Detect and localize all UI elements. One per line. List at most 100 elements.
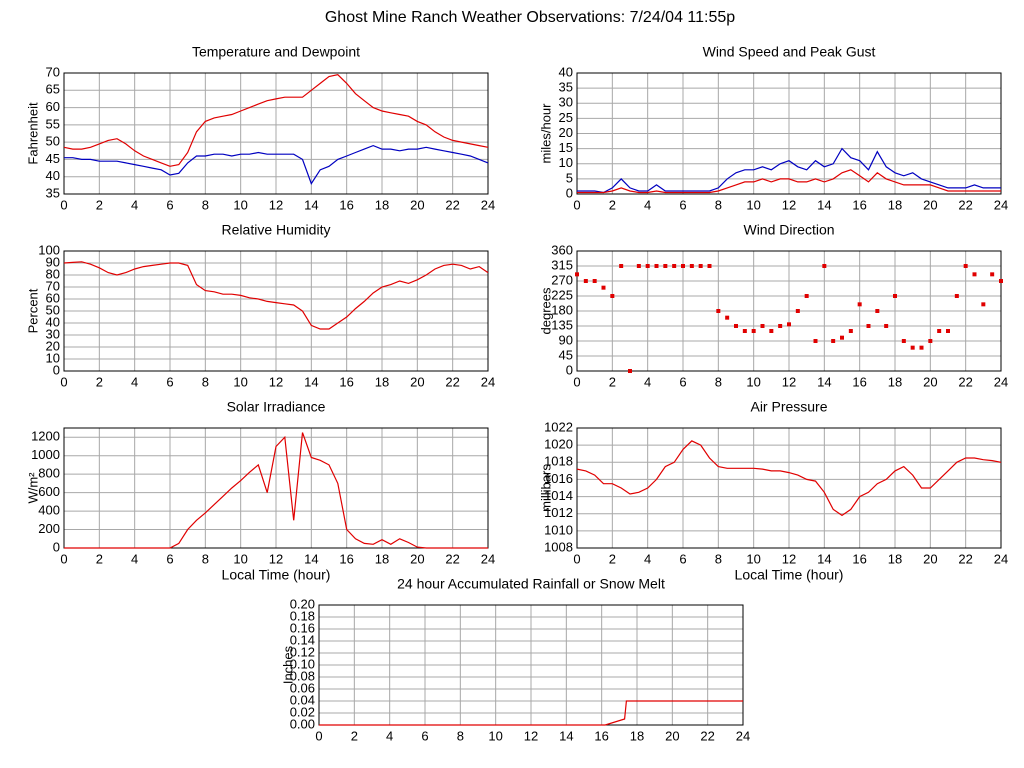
y-tick-label: 1018 bbox=[544, 454, 573, 469]
y-tick-label: 1000 bbox=[31, 447, 60, 462]
y-tick-label: 135 bbox=[551, 317, 573, 332]
point bbox=[963, 264, 968, 268]
x-tick-label: 12 bbox=[524, 728, 538, 743]
x-tick-label: 18 bbox=[630, 728, 644, 743]
page-title: Ghost Mine Ranch Weather Observations: 7… bbox=[325, 9, 735, 26]
y-tick-label: 20 bbox=[559, 125, 573, 140]
point bbox=[840, 335, 844, 340]
x-tick-label: 0 bbox=[60, 374, 67, 389]
point bbox=[901, 339, 906, 343]
series-line bbox=[577, 169, 1001, 194]
y-axis-label: Percent bbox=[25, 288, 40, 333]
x-tick-label: 14 bbox=[304, 374, 318, 389]
point bbox=[884, 324, 889, 328]
point bbox=[698, 264, 703, 268]
y-tick-label: 15 bbox=[559, 140, 573, 155]
x-tick-label: 12 bbox=[782, 374, 796, 389]
x-tick-label: 20 bbox=[665, 728, 679, 743]
x-tick-label: 22 bbox=[958, 197, 972, 212]
point bbox=[981, 302, 986, 307]
x-tick-label: 0 bbox=[60, 197, 67, 212]
point bbox=[716, 309, 721, 313]
x-tick-label: 14 bbox=[304, 551, 318, 566]
y-tick-label: 360 bbox=[551, 242, 573, 257]
x-tick-label: 2 bbox=[96, 551, 103, 566]
x-tick-label: 10 bbox=[488, 728, 502, 743]
point bbox=[707, 264, 712, 268]
point bbox=[990, 272, 995, 277]
y-tick-label: 0.14 bbox=[290, 632, 315, 647]
point bbox=[760, 324, 765, 328]
plot-frame bbox=[576, 72, 1002, 195]
x-tick-label: 20 bbox=[410, 374, 424, 389]
x-tick-label: 4 bbox=[131, 374, 138, 389]
x-tick-label: 14 bbox=[304, 197, 318, 212]
x-tick-label: 2 bbox=[351, 728, 358, 743]
point bbox=[654, 264, 659, 268]
y-tick-label: 80 bbox=[46, 266, 60, 281]
x-tick-label: 10 bbox=[233, 374, 247, 389]
y-tick-label: 30 bbox=[559, 95, 573, 110]
x-tick-label: 20 bbox=[410, 197, 424, 212]
y-tick-label: 1020 bbox=[544, 437, 573, 452]
x-tick-label: 6 bbox=[679, 374, 686, 389]
x-tick-label: 24 bbox=[481, 551, 495, 566]
x-tick-label: 10 bbox=[746, 551, 760, 566]
y-axis-label: Inches bbox=[280, 645, 295, 684]
point bbox=[751, 329, 756, 333]
x-tick-label: 14 bbox=[817, 551, 831, 566]
plot-frame bbox=[576, 427, 1002, 549]
x-tick-label: 16 bbox=[339, 374, 353, 389]
y-tick-label: 90 bbox=[559, 332, 573, 347]
point bbox=[628, 369, 632, 373]
x-tick-label: 4 bbox=[131, 197, 138, 212]
x-tick-label: 16 bbox=[339, 197, 353, 212]
x-tick-label: 18 bbox=[888, 197, 902, 212]
x-tick-label: 22 bbox=[445, 551, 459, 566]
x-tick-label: 8 bbox=[202, 197, 209, 212]
x-tick-label: 10 bbox=[746, 197, 760, 212]
x-tick-label: 8 bbox=[715, 374, 722, 389]
x-tick-label: 4 bbox=[386, 728, 393, 743]
point bbox=[804, 294, 809, 298]
x-tick-label: 22 bbox=[445, 197, 459, 212]
point bbox=[795, 309, 800, 313]
x-tick-label: 20 bbox=[923, 197, 937, 212]
y-tick-label: 30 bbox=[46, 326, 60, 341]
x-tick-label: 4 bbox=[644, 374, 651, 389]
x-axis-label: Local Time (hour) bbox=[735, 567, 844, 583]
x-tick-label: 24 bbox=[481, 197, 495, 212]
x-tick-label: 22 bbox=[700, 728, 714, 743]
y-tick-label: 40 bbox=[46, 168, 60, 183]
x-tick-label: 22 bbox=[958, 374, 972, 389]
y-tick-label: 0.04 bbox=[290, 692, 315, 707]
chart-title: Wind Direction bbox=[743, 222, 834, 238]
y-tick-label: 55 bbox=[46, 116, 60, 131]
y-tick-label: 0.16 bbox=[290, 620, 315, 635]
y-tick-label: 60 bbox=[46, 99, 60, 114]
point bbox=[893, 294, 897, 298]
x-tick-label: 8 bbox=[715, 551, 722, 566]
x-tick-label: 6 bbox=[421, 728, 428, 743]
y-tick-label: 200 bbox=[38, 521, 60, 536]
y-tick-label: 1010 bbox=[544, 522, 573, 537]
point bbox=[831, 339, 836, 343]
y-tick-label: 0.02 bbox=[290, 704, 315, 719]
y-tick-label: 65 bbox=[46, 82, 60, 97]
y-tick-label: 1012 bbox=[544, 505, 573, 520]
x-tick-label: 2 bbox=[609, 551, 616, 566]
point bbox=[848, 329, 853, 333]
x-tick-label: 14 bbox=[559, 728, 573, 743]
chart-title: Wind Speed and Peak Gust bbox=[703, 44, 876, 60]
point bbox=[672, 264, 677, 268]
y-tick-label: 0.10 bbox=[290, 656, 315, 671]
x-tick-label: 0 bbox=[573, 197, 580, 212]
y-tick-label: 60 bbox=[46, 290, 60, 305]
x-tick-label: 12 bbox=[269, 374, 283, 389]
plot-frame bbox=[63, 427, 489, 549]
y-tick-label: 45 bbox=[46, 151, 60, 166]
x-tick-label: 16 bbox=[852, 374, 866, 389]
x-tick-label: 16 bbox=[339, 551, 353, 566]
y-tick-label: 50 bbox=[46, 302, 60, 317]
